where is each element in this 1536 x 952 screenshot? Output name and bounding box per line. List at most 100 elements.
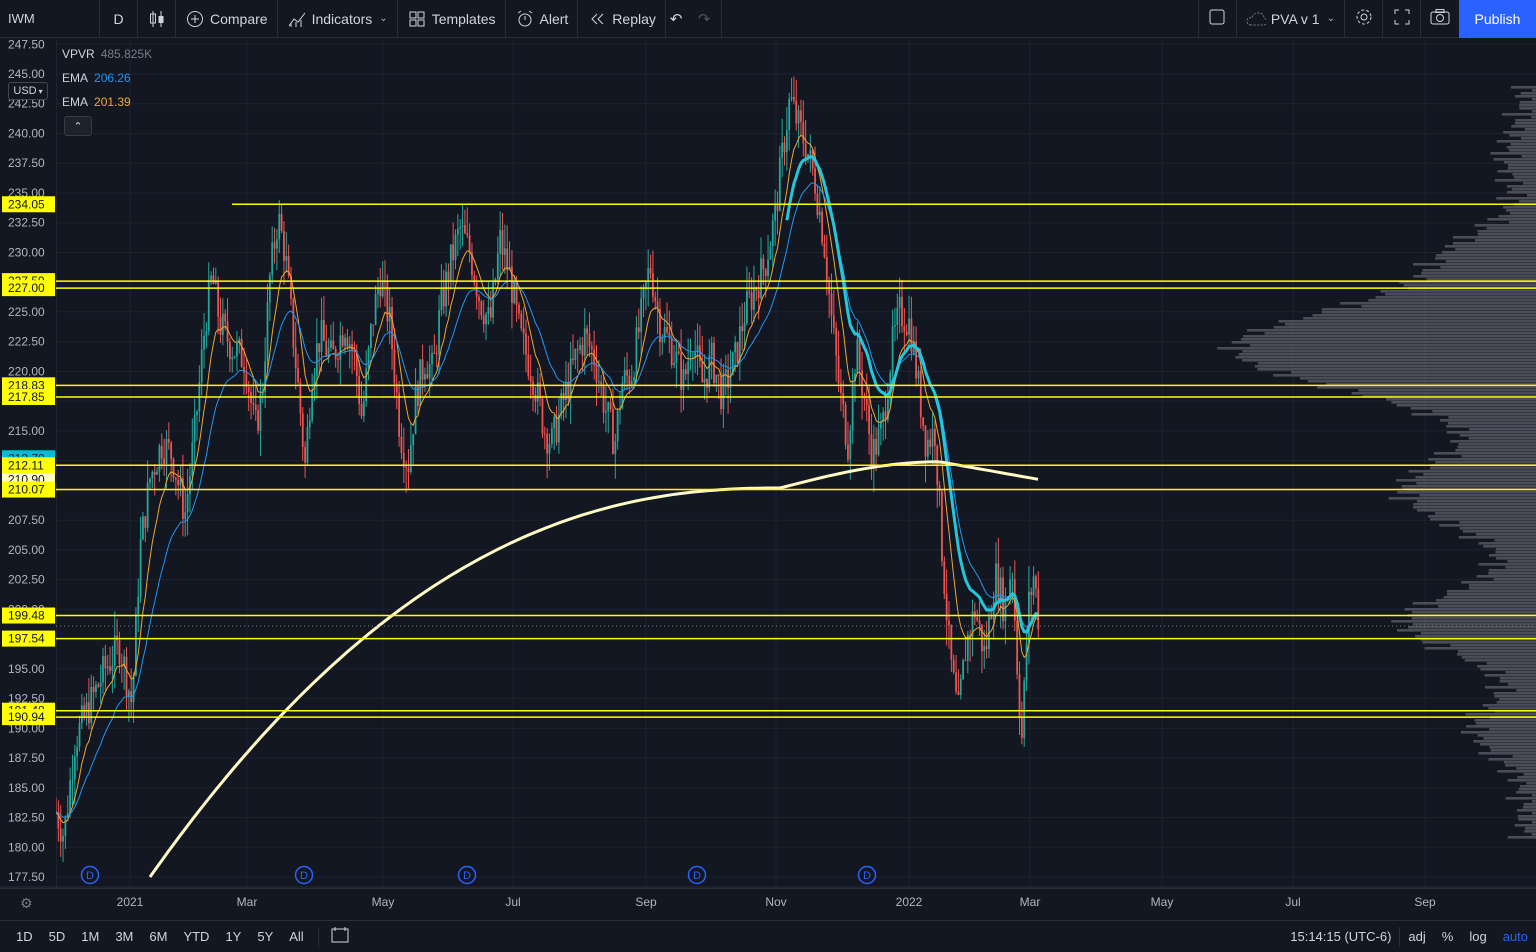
chevron-down-icon[interactable]: ⌄: [1326, 13, 1335, 24]
time-tick: May: [371, 895, 395, 909]
price-level-tag: 218.83: [8, 378, 45, 392]
axis-settings-gear-icon[interactable]: ⚙: [20, 895, 33, 911]
alert-button[interactable]: Alert: [506, 0, 579, 38]
square-icon: [1208, 8, 1226, 29]
price-tick: 215.00: [8, 424, 45, 438]
layout-select-button[interactable]: [1199, 0, 1237, 38]
undo-icon: ↶: [669, 10, 683, 28]
chart-area[interactable]: 247.50 245.00 242.50 240.00 237.50 235.00 232.…: [0, 38, 1536, 888]
legend-vpvr[interactable]: VPVR 485.825K: [62, 47, 153, 61]
dividend-marker[interactable]: [80, 865, 100, 885]
ema-fast-line: [55, 134, 1039, 824]
camera-icon: [1430, 8, 1450, 29]
dividend-marker[interactable]: [294, 865, 314, 885]
time-tick: 2022: [895, 895, 923, 909]
price-tick: 207.50: [8, 513, 45, 527]
price-tick: 230.00: [8, 245, 45, 259]
chart-type-button[interactable]: [138, 0, 176, 38]
range-5d[interactable]: 5D: [48, 929, 66, 944]
price-tick: 222.50: [8, 335, 45, 349]
indicator-legend: VPVR 485.825K EMA 206.26 EMA 201.39: [62, 42, 152, 114]
price-tick: 177.50: [8, 870, 45, 884]
dividend-marker[interactable]: [687, 865, 707, 885]
time-tick: 2021: [116, 895, 144, 909]
auto-toggle[interactable]: auto: [1502, 929, 1528, 944]
price-chart[interactable]: 247.50245.00242.50240.00237.50235.00232.…: [0, 38, 1536, 888]
price-level-tag: 212.11: [8, 458, 44, 472]
dividend-marker[interactable]: [457, 865, 477, 885]
price-tick: 232.50: [8, 216, 45, 230]
price-tick: 205.00: [8, 543, 45, 557]
indicators-button[interactable]: Indicators ⌄: [278, 0, 398, 38]
snapshot-button[interactable]: [1421, 0, 1459, 38]
redo-button[interactable]: ↷: [694, 0, 722, 38]
price-level-tag: 190.94: [8, 710, 45, 724]
time-tick: Mar: [236, 895, 258, 909]
range-3m[interactable]: 3M: [115, 929, 134, 944]
candles-icon: [147, 9, 166, 29]
dividend-marker[interactable]: [857, 865, 877, 885]
volume-profile: [1217, 86, 1536, 839]
undo-button[interactable]: ↶: [666, 0, 694, 38]
price-tick: 202.50: [8, 573, 45, 587]
chevron-down-icon: ▾: [38, 86, 43, 96]
currency-selector[interactable]: USD ▾: [8, 82, 48, 100]
sma-200-line: [148, 460, 1039, 878]
plus-circle-icon: [185, 9, 205, 29]
range-1d[interactable]: 1D: [16, 929, 33, 944]
settings-button[interactable]: [1345, 0, 1383, 38]
publish-button[interactable]: Publish: [1459, 0, 1536, 38]
time-tick: Sep: [635, 895, 657, 909]
percent-toggle[interactable]: %: [1441, 929, 1454, 944]
price-level-tag: 227.00: [8, 281, 45, 295]
chevron-up-icon: ⌃: [73, 120, 83, 133]
time-tick: May: [1150, 895, 1174, 909]
time-tick: Jul: [505, 895, 521, 909]
time-axis[interactable]: 2021 Mar May Jul Sep Nov 2022 Mar May Jul Sep ⚙: [0, 888, 1536, 920]
fullscreen-button[interactable]: [1383, 0, 1421, 38]
dividend-marker-label: D: [86, 870, 94, 882]
interval-button[interactable]: D: [100, 0, 138, 38]
compare-button[interactable]: Compare: [176, 0, 278, 38]
range-1m[interactable]: 1M: [81, 929, 100, 944]
adj-toggle[interactable]: adj: [1408, 929, 1426, 944]
redo-icon: ↷: [697, 10, 711, 28]
range-5y[interactable]: 5Y: [257, 929, 274, 944]
price-tick: 225.00: [8, 305, 45, 319]
legend-ema-2[interactable]: EMA 201.39: [62, 95, 131, 109]
range-1y[interactable]: 1Y: [225, 929, 242, 944]
price-level-tag: 199.48: [8, 609, 45, 623]
clock[interactable]: 15:14:15 (UTC-6): [1290, 929, 1392, 944]
date-range-icon[interactable]: [319, 927, 361, 946]
indicators-icon: [287, 9, 307, 29]
price-tick: 237.50: [8, 156, 45, 170]
legend-ema-1[interactable]: EMA 206.26: [62, 71, 131, 85]
price-tick: 242.50: [8, 97, 45, 111]
chevron-down-icon[interactable]: ⌄: [379, 13, 388, 24]
alarm-clock-icon: [515, 9, 535, 29]
price-axis[interactable]: 247.50245.00242.50240.00237.50235.00232.…: [0, 38, 56, 886]
time-tick: Sep: [1414, 895, 1436, 909]
symbol-label: IWM: [8, 11, 35, 26]
log-toggle[interactable]: log: [1469, 929, 1487, 944]
candles: [55, 76, 1040, 863]
range-6m[interactable]: 6M: [149, 929, 168, 944]
horizontal-levels[interactable]: [56, 203, 1536, 718]
ema-mid-line: [55, 182, 1039, 818]
price-tick: 195.00: [8, 662, 45, 676]
price-tick: 180.00: [8, 840, 45, 854]
legend-collapse-button[interactable]: ⌃: [64, 116, 92, 136]
price-level-tag: 197.54: [8, 632, 45, 646]
fullscreen-icon: [1393, 8, 1411, 29]
price-tick: 245.00: [8, 67, 45, 81]
range-ytd[interactable]: YTD: [183, 929, 210, 944]
gear-icon: [1355, 8, 1373, 29]
replay-button[interactable]: Replay: [578, 0, 666, 38]
symbol-search[interactable]: IWM: [0, 0, 100, 38]
range-all[interactable]: All: [289, 929, 304, 944]
range-buttons: 1D 5D 1M 3M 6M YTD 1Y 5Y All: [0, 929, 312, 944]
ema-slow-line: [785, 154, 1039, 634]
templates-button[interactable]: Templates: [398, 0, 506, 38]
layout-name-button[interactable]: PVA v 1 ⌄: [1237, 0, 1345, 38]
